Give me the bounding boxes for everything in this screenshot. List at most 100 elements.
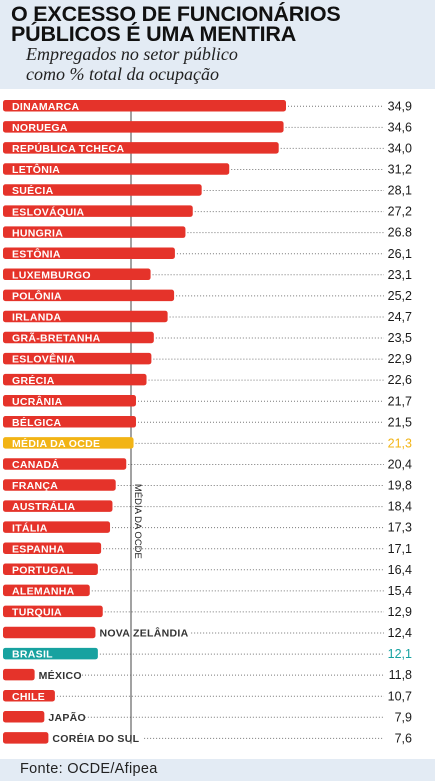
category-label: DINAMARCA [12, 101, 80, 113]
subtitle-line-2: como % total da ocupação [26, 64, 219, 84]
value-label: 23,5 [388, 331, 412, 345]
value-label: 18,4 [388, 500, 412, 514]
bar [3, 668, 35, 681]
bar [3, 416, 136, 428]
value-label: 15,4 [388, 584, 412, 598]
category-label: ITÁLIA [12, 521, 48, 534]
category-label: CANADÁ [12, 458, 59, 471]
value-label: 7,9 [395, 710, 412, 724]
value-label: 25,2 [388, 289, 412, 303]
bar [3, 647, 98, 660]
bar [3, 732, 49, 744]
category-label: MÉDIA DA OCDE [12, 437, 100, 450]
reference-line-label: MÉDIA DA OCDE [132, 484, 143, 559]
bar [3, 711, 45, 723]
category-label: IRLANDA [12, 312, 61, 324]
value-label: 22,9 [388, 352, 412, 366]
chart-footer: Fonte: OCDE/Afipea [0, 759, 435, 781]
value-label: 12,1 [388, 647, 412, 661]
bar [3, 163, 230, 175]
category-label: ESLOVÊNIA [12, 353, 75, 366]
category-label: JAPÃO [48, 711, 86, 724]
bar [3, 331, 154, 344]
category-label: HUNGRIA [12, 227, 63, 239]
category-label: SUÉCIA [12, 184, 54, 197]
bar [3, 247, 175, 259]
category-label: MÉXICO [39, 669, 82, 682]
bar [3, 437, 134, 449]
bar [3, 121, 284, 133]
value-label: 21,3 [388, 436, 412, 450]
value-label: 19,8 [388, 479, 412, 493]
value-label: 34,0 [388, 141, 412, 155]
value-label: 12,4 [388, 626, 412, 640]
value-label: 34,6 [388, 120, 412, 134]
value-label: 21,7 [388, 394, 412, 408]
source-text: Fonte: OCDE/Afipea [20, 761, 158, 777]
chart-title: O EXCESSO DE FUNCIONÁRIOS PÚBLICOS É UMA… [11, 2, 431, 46]
category-label: ESLOVÁQUIA [12, 205, 85, 218]
value-label: 21,5 [388, 415, 412, 429]
category-label: FRANÇA [12, 480, 58, 492]
category-label: CHILE [12, 691, 45, 703]
bar [3, 521, 111, 533]
chart-header: O EXCESSO DE FUNCIONÁRIOS PÚBLICOS É UMA… [0, 0, 435, 89]
bar [3, 373, 147, 386]
value-label: 17,3 [388, 521, 412, 535]
bar [3, 226, 186, 238]
category-label: ESTÔNIA [12, 247, 61, 260]
bar [3, 689, 55, 702]
value-label: 24,7 [388, 310, 412, 324]
value-label: 11,8 [389, 668, 412, 682]
bar [3, 289, 175, 302]
value-label: 12,9 [388, 605, 412, 619]
category-label: BÉLGICA [12, 416, 61, 429]
bar [3, 100, 286, 112]
value-label: 34,9 [388, 99, 412, 113]
category-label: GRÃ-BRETANHA [12, 332, 101, 345]
title-line-1: O EXCESSO DE FUNCIONÁRIOS [11, 2, 341, 26]
bar [3, 184, 202, 196]
title-line-2: PÚBLICOS É UMA MENTIRA [11, 22, 297, 46]
value-label: 17,1 [388, 542, 412, 556]
value-label: 10,7 [388, 689, 412, 703]
category-label: NORUEGA [12, 122, 68, 134]
category-label: POLÔNIA [12, 290, 62, 303]
value-label: 23,1 [388, 268, 412, 282]
bar [3, 205, 193, 217]
bar [3, 500, 113, 512]
bar [3, 352, 152, 365]
value-label: 22,6 [388, 373, 412, 387]
value-label: 26.8 [388, 226, 412, 240]
bar [3, 479, 116, 491]
category-label: UCRÂNIA [12, 395, 63, 408]
category-label: TURQUIA [12, 607, 62, 619]
category-label: PORTUGAL [12, 564, 74, 576]
bar [3, 563, 98, 576]
category-label: ESPANHA [12, 543, 65, 555]
category-label: ALEMANHA [12, 586, 75, 598]
value-label: 26,1 [388, 247, 412, 261]
chart-subtitle: Empregados no setor público como % total… [26, 44, 426, 84]
value-label: 20,4 [388, 457, 412, 471]
bar [3, 268, 151, 281]
category-label: LUXEMBURGO [12, 269, 91, 281]
bar [3, 310, 168, 323]
category-label: LETÔNIA [12, 163, 60, 176]
bar [3, 394, 136, 407]
bar [3, 605, 103, 618]
value-label: 28,1 [388, 184, 412, 198]
bar [3, 584, 90, 597]
category-label: GRÉCIA [12, 374, 55, 387]
subtitle-line-1: Empregados no setor público [26, 44, 238, 64]
category-label: AUSTRÁLIA [12, 500, 75, 513]
bar [3, 142, 279, 154]
category-label: CORÉIA DO SUL [52, 732, 139, 745]
bar [3, 626, 96, 639]
category-label: NOVA ZELÂNDIA [99, 627, 188, 640]
category-label: BRASIL [12, 649, 53, 661]
value-label: 16,4 [388, 563, 412, 577]
value-label: 7,6 [395, 731, 412, 745]
bar [3, 458, 127, 470]
value-label: 27,2 [388, 205, 412, 219]
